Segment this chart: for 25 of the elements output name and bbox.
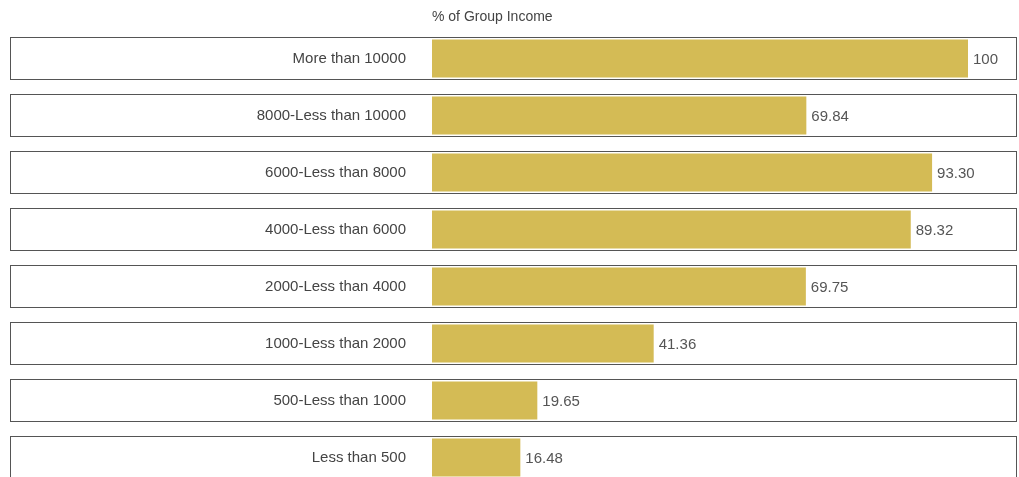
data-label: 19.65 (542, 391, 580, 409)
y-tick-label: 4000-Less than 6000 (265, 220, 406, 238)
y-tick-label: More than 10000 (292, 49, 406, 67)
bar (432, 210, 911, 249)
data-label: 69.75 (810, 277, 849, 295)
data-label: 69.84 (811, 106, 849, 124)
bar (432, 267, 806, 306)
bar (432, 39, 968, 78)
bar (432, 438, 521, 477)
y-tick-label: Less than 500 (311, 448, 406, 466)
y-tick-label: 8000-Less than 10000 (256, 106, 406, 124)
data-label: 100 (973, 49, 999, 67)
y-tick-label: 500-Less than 1000 (273, 391, 406, 409)
data-label: 16.48 (525, 448, 563, 466)
y-tick-label: 1000-Less than 2000 (265, 334, 406, 352)
bar (432, 324, 654, 363)
bar (432, 96, 807, 135)
y-tick-label: 6000-Less than 8000 (265, 163, 406, 181)
data-label: 89.32 (915, 220, 954, 238)
data-label: 93.30 (937, 163, 975, 181)
data-label: 41.36 (658, 334, 697, 352)
y-tick-label: 2000-Less than 4000 (265, 277, 406, 295)
chart-title: % of Group Income (432, 8, 553, 24)
bar (432, 381, 538, 420)
bar (432, 153, 933, 192)
